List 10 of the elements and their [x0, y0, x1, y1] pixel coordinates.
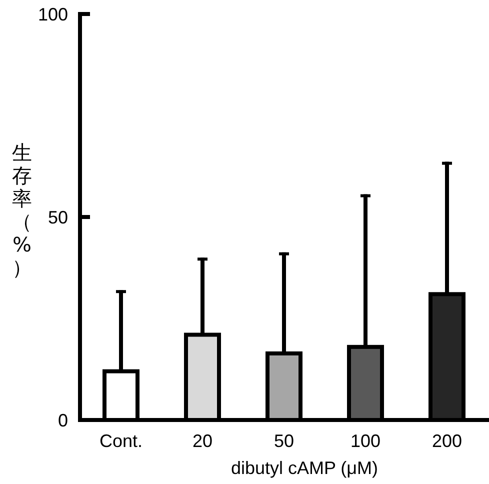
- x-tick-label: 50: [274, 431, 294, 451]
- y-tick-label: 0: [58, 410, 68, 430]
- y-tick-label: 100: [38, 4, 68, 24]
- x-tick-label: 20: [192, 431, 213, 451]
- x-tick-label: 200: [432, 431, 462, 451]
- y-axis-title: 生存率（%）: [12, 140, 32, 280]
- y-tick-label: 50: [48, 207, 68, 228]
- x-tick-label: Cont.: [99, 431, 143, 451]
- x-axis-title: dibutyl cAMP (μM): [230, 458, 378, 478]
- x-tick-label: 100: [350, 431, 381, 451]
